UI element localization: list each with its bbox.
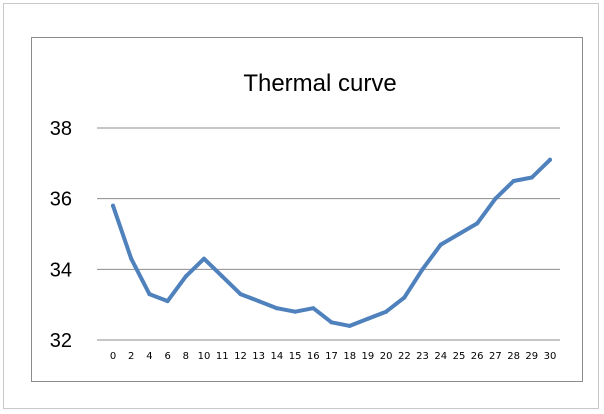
- x-tick-label: 17: [325, 351, 338, 362]
- x-tick-label: 10: [198, 351, 211, 362]
- chart-title: Thermal curve: [243, 70, 396, 97]
- y-axis-ticks: 32 34 36 38: [50, 118, 72, 352]
- data-point: [438, 242, 443, 247]
- x-tick-label: 4: [146, 351, 152, 362]
- data-point: [493, 196, 498, 201]
- data-point: [420, 267, 425, 272]
- data-point: [511, 179, 516, 183]
- x-tick-label: 27: [489, 351, 502, 362]
- x-tick-label: 22: [398, 351, 411, 362]
- data-point: [202, 256, 207, 261]
- data-point: [365, 316, 370, 321]
- x-tick-label: 14: [271, 351, 284, 362]
- x-tick-label: 13: [252, 351, 265, 362]
- y-tick-label: 32: [50, 330, 72, 352]
- data-point: [384, 309, 389, 314]
- data-point: [402, 295, 407, 300]
- gridlines: [97, 127, 560, 270]
- x-tick-label: 11: [216, 351, 229, 362]
- x-tick-label: 28: [507, 351, 520, 362]
- y-tick-label: 36: [50, 189, 72, 211]
- x-tick-label: 23: [416, 351, 429, 362]
- data-point: [220, 274, 225, 279]
- x-tick-label: 12: [234, 351, 247, 362]
- x-tick-label: 25: [453, 351, 466, 362]
- data-point: [529, 175, 534, 180]
- data-point: [548, 157, 552, 162]
- x-tick-label: 8: [183, 351, 189, 362]
- data-point: [329, 320, 334, 325]
- x-tick-label: 6: [164, 351, 170, 362]
- x-tick-label: 0: [110, 351, 116, 362]
- x-tick-label: 16: [307, 351, 320, 362]
- x-tick-label: 15: [289, 351, 302, 362]
- x-tick-label: 24: [434, 351, 447, 362]
- data-point: [293, 309, 298, 314]
- data-point: [165, 299, 170, 304]
- x-tick-label: 20: [380, 351, 393, 362]
- x-tick-label: 29: [525, 351, 538, 362]
- x-axis-ticks: 0 2 4 6 8 10 11 12 13 14 15 16 17 18 19 20 22 23 24 25 26 27 2…: [110, 351, 557, 362]
- data-point: [274, 306, 279, 311]
- y-tick-label: 34: [50, 259, 72, 281]
- series: [111, 157, 552, 328]
- data-point: [475, 221, 480, 226]
- data-point: [256, 299, 261, 304]
- data-point: [238, 292, 243, 297]
- x-tick-label: 2: [128, 351, 134, 362]
- x-tick-label: 19: [362, 351, 375, 362]
- x-tick-label: 30: [544, 351, 557, 362]
- series-line: [111, 157, 552, 328]
- data-point: [347, 323, 352, 328]
- data-point: [111, 203, 115, 208]
- data-point: [147, 292, 152, 297]
- x-tick-label: 26: [471, 351, 484, 362]
- data-point: [456, 232, 461, 236]
- y-tick-label: 38: [50, 118, 72, 140]
- data-point: [183, 274, 188, 279]
- data-point: [311, 306, 316, 311]
- data-point: [129, 256, 134, 261]
- x-tick-label: 18: [343, 351, 356, 362]
- chart-area: [31, 37, 583, 382]
